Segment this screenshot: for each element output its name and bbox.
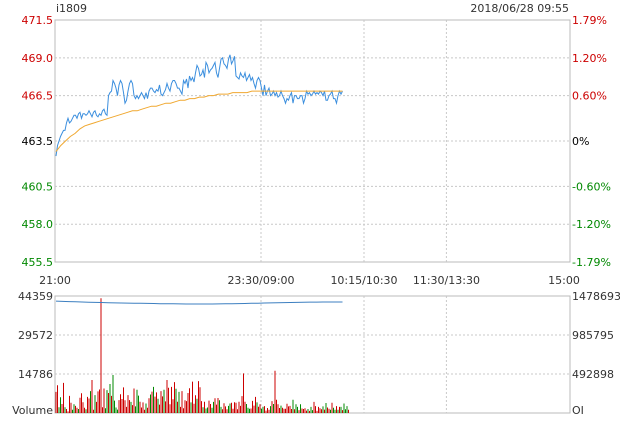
percent-tick-right: -1.79% (572, 256, 611, 269)
volume-panel-frame (54, 295, 571, 414)
time-tick: 15:00 (548, 274, 580, 287)
percent-tick-right: 0.60% (572, 90, 607, 103)
open-interest-line (55, 300, 343, 305)
datetime-label: 2018/06/28 09:55 (470, 2, 569, 15)
time-tick: 23:30/09:00 (227, 274, 294, 287)
price-tick-left: 458.0 (22, 218, 54, 231)
oi-tick-right: 492898 (572, 368, 614, 381)
percent-tick-right: 1.79% (572, 14, 607, 27)
average-price-line (55, 90, 343, 152)
symbol-label: i1809 (56, 2, 87, 15)
price-tick-left: 455.5 (22, 256, 54, 269)
oi-axis-label: OI (572, 404, 584, 417)
price-tick-left: 471.5 (22, 14, 54, 27)
price-tick-left: 460.5 (22, 180, 54, 193)
volume-tick-left: 14786 (18, 368, 53, 381)
volume-tick-left: 29572 (18, 329, 53, 342)
percent-tick-right: 1.20% (572, 52, 607, 65)
time-tick: 10:15/10:30 (330, 274, 397, 287)
percent-tick-right: 0% (572, 135, 589, 148)
price-tick-left: 469.0 (22, 52, 54, 65)
volume-axis-label: Volume (12, 404, 53, 417)
price-tick-left: 463.5 (22, 135, 54, 148)
time-tick: 21:00 (39, 274, 71, 287)
price-tick-left: 466.5 (22, 90, 54, 103)
oi-tick-right: 985795 (572, 329, 614, 342)
percent-tick-right: -0.60% (572, 180, 611, 193)
time-tick: 11:30/13:30 (413, 274, 480, 287)
price-line (55, 54, 343, 157)
volume-tick-left: 44359 (18, 290, 53, 303)
percent-tick-right: -1.20% (572, 218, 611, 231)
oi-tick-right: 1478693 (572, 290, 620, 303)
